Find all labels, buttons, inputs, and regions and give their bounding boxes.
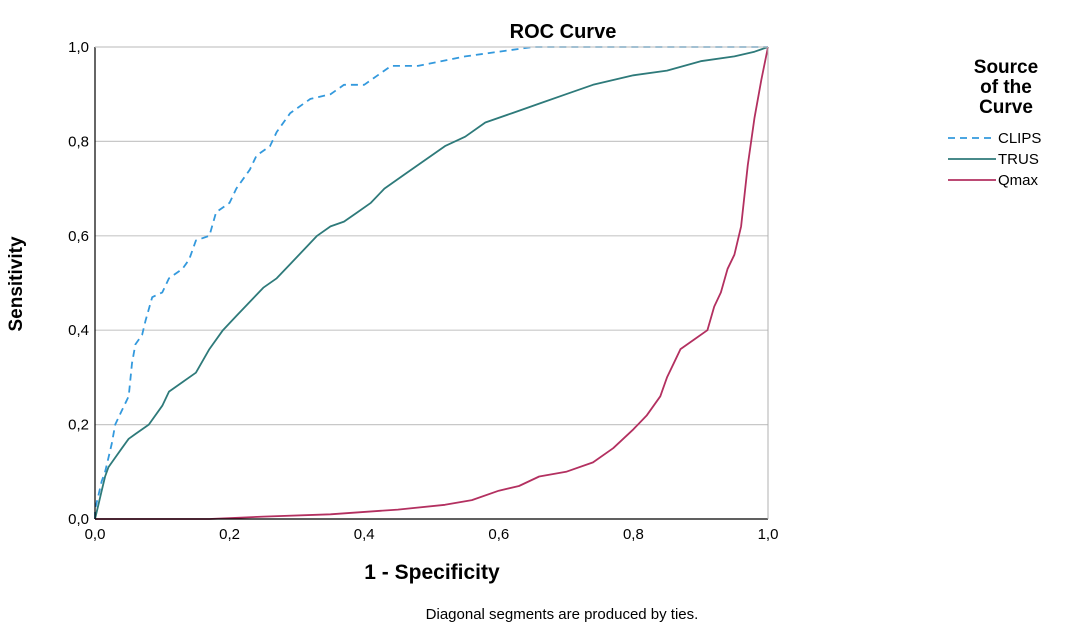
series-lines xyxy=(94,46,769,520)
series-line-qmax xyxy=(95,46,769,520)
chart-title: ROC Curve xyxy=(510,21,617,43)
series-line-clips xyxy=(94,46,768,519)
y-tick-label: 1,0 xyxy=(68,39,89,56)
legend-label-clips: CLIPS xyxy=(998,130,1041,147)
series-line-trus xyxy=(94,46,769,520)
gridlines xyxy=(95,140,768,426)
y-tick-label: 0,6 xyxy=(68,228,89,245)
tick-labels: 0,0 0,2 0,4 0,6 0,8 1,0 0,0 0,2 0,4 0,6 0,8 1,0 xyxy=(68,39,778,543)
x-tick-label: 0,2 xyxy=(219,526,240,543)
x-tick-label: 1,0 xyxy=(758,526,779,543)
y-tick-label: 0,0 xyxy=(68,511,89,528)
legend-title-line: of the xyxy=(980,77,1032,98)
axes xyxy=(94,46,769,520)
x-tick-label: 0,8 xyxy=(623,526,644,543)
y-tick-label: 0,2 xyxy=(68,417,89,434)
legend-title-line: Source xyxy=(974,57,1038,78)
x-tick-label: 0,6 xyxy=(488,526,509,543)
legend-label-trus: TRUS xyxy=(998,151,1039,168)
x-tick-label: 0,4 xyxy=(354,526,375,543)
y-tick-label: 0,4 xyxy=(68,322,89,339)
y-tick-label: 0,8 xyxy=(68,133,89,150)
y-axis-label: Sensitivity xyxy=(6,236,27,331)
footnote: Diagonal segments are produced by ties. xyxy=(426,606,699,623)
legend-title-line: Curve xyxy=(979,97,1033,118)
x-axis-label: 1 - Specificity xyxy=(364,561,500,584)
legend-label-qmax: Qmax xyxy=(998,172,1039,189)
x-tick-label: 0,0 xyxy=(85,526,106,543)
